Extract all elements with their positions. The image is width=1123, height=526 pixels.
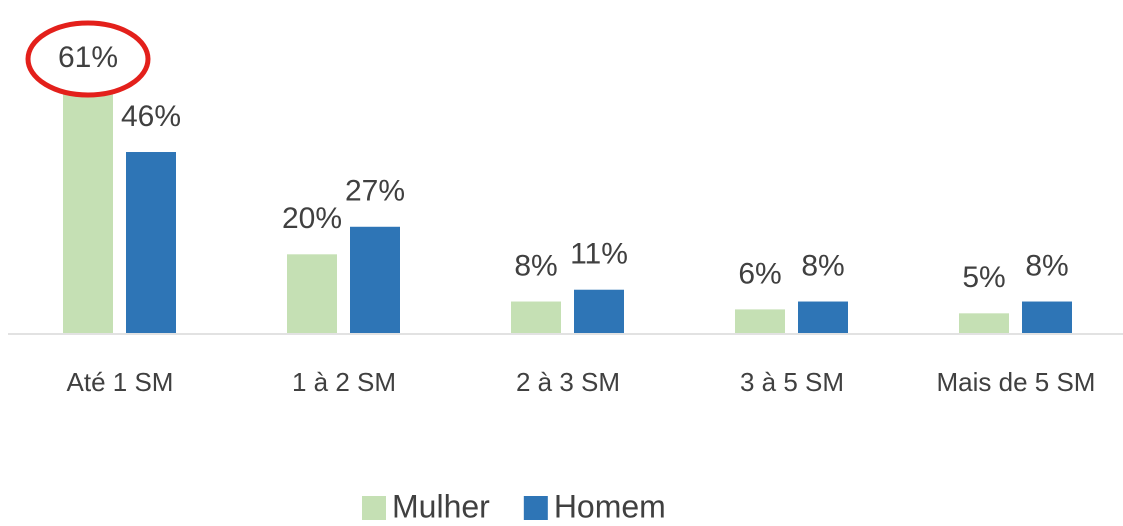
x-tick-label: 1 à 2 SM xyxy=(292,367,396,397)
x-tick-label: 3 à 5 SM xyxy=(740,367,844,397)
bar xyxy=(574,289,624,333)
bar xyxy=(959,313,1009,333)
data-label: 11% xyxy=(570,238,628,271)
data-label: 27% xyxy=(345,175,405,208)
bar xyxy=(511,301,561,333)
data-label: 8% xyxy=(514,249,557,282)
legend-label: Homem xyxy=(554,488,666,524)
bar xyxy=(735,309,785,333)
x-tick-label: Mais de 5 SM xyxy=(937,367,1096,397)
x-tick-label: Até 1 SM xyxy=(67,367,174,397)
data-label: 6% xyxy=(738,257,781,290)
legend-label: Mulher xyxy=(392,488,490,524)
data-label: 8% xyxy=(801,249,844,282)
bar xyxy=(1022,301,1072,333)
bar xyxy=(350,226,400,333)
bar xyxy=(798,301,848,333)
bar xyxy=(63,93,113,333)
highlight-circle xyxy=(25,20,151,98)
data-label: 5% xyxy=(962,261,1005,294)
data-label: 20% xyxy=(282,202,342,235)
data-label: 8% xyxy=(1025,249,1068,282)
data-label: 46% xyxy=(121,100,181,133)
data-label: 61% xyxy=(58,41,118,74)
legend-swatch xyxy=(362,496,386,520)
bar xyxy=(126,152,176,333)
bar xyxy=(287,254,337,333)
x-tick-label: 2 à 3 SM xyxy=(516,367,620,397)
legend-swatch xyxy=(523,496,548,520)
